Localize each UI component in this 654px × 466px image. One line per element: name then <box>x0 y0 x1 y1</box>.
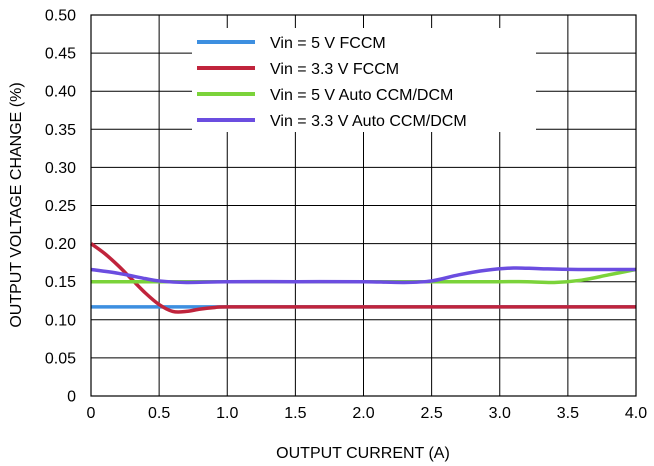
x-tick-label: 2.0 <box>352 405 374 422</box>
legend: Vin = 5 V FCCM Vin = 3.3 V FCCM Vin = 5 V … <box>192 28 536 132</box>
y-tick-label: 0.05 <box>45 350 76 367</box>
x-tick-label: 0 <box>87 405 96 422</box>
x-tick-label: 0.5 <box>148 405 170 422</box>
legend-label: Vin = 3.3 V Auto CCM/DCM <box>270 113 467 130</box>
x-tick-label: 1.0 <box>216 405 238 422</box>
x-tick-label: 3.5 <box>557 405 579 422</box>
tick-labels: 0 0.5 1.0 1.5 2.0 2.5 3.0 3.5 4.0 0 0.05 0.10 0.15 0.… <box>45 8 647 423</box>
y-tick-label: 0.20 <box>45 236 76 253</box>
x-tick-label: 3.0 <box>489 405 511 422</box>
y-tick-label: 0.15 <box>45 274 76 291</box>
plot-frame <box>90 14 637 397</box>
legend-label: Vin = 3.3 V FCCM <box>270 61 399 78</box>
y-axis-title: OUTPUT VOLTAGE CHANGE (%) <box>8 82 25 327</box>
y-tick-label: 0.35 <box>45 122 76 139</box>
legend-label: Vin = 5 V FCCM <box>270 35 386 52</box>
y-tick-label: 0.30 <box>45 160 76 177</box>
x-tick-label: 2.5 <box>421 405 443 422</box>
x-tick-label: 4.0 <box>625 405 647 422</box>
x-tick-label: 1.5 <box>284 405 306 422</box>
y-tick-label: 0.40 <box>45 84 76 101</box>
series-line <box>90 266 637 285</box>
series-lines <box>89 242 637 314</box>
y-tick-label: 0.10 <box>45 312 76 329</box>
legend-label: Vin = 5 V Auto CCM/DCM <box>270 87 453 104</box>
y-tick-label: 0.45 <box>45 46 76 63</box>
y-tick-label: 0 <box>67 389 76 406</box>
y-tick-label: 0.50 <box>45 8 76 25</box>
x-axis-title: OUTPUT CURRENT (A) <box>276 445 450 462</box>
y-tick-label: 0.25 <box>45 198 76 215</box>
legend-background <box>192 28 536 132</box>
